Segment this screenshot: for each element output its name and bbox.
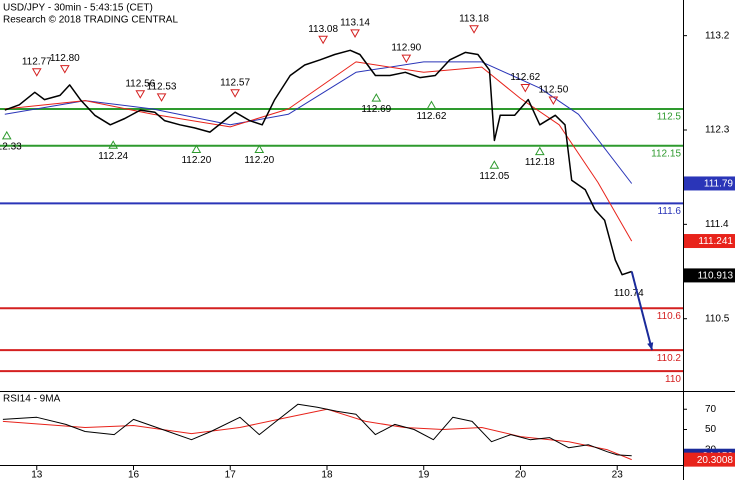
- x-tick-label: 16: [128, 470, 140, 480]
- high-label: 112.80: [50, 53, 80, 64]
- level-label: 112.5: [657, 112, 682, 123]
- high-marker: [401, 54, 412, 64]
- x-tick-label: 17: [225, 470, 237, 480]
- high-label: 113.18: [459, 13, 489, 24]
- high-label: 112.53: [147, 82, 177, 93]
- level-label: 110.2: [657, 353, 682, 364]
- high-marker: [230, 89, 240, 98]
- level-label: 111.6: [657, 206, 681, 217]
- forecast-arrow: [630, 271, 654, 351]
- chart-title: USD/JPY - 30min - 5:43:15 (CET): [3, 3, 153, 14]
- x-tick-label: 20: [515, 470, 527, 480]
- low-marker: [489, 160, 500, 169]
- rsi-title: RSI14 - 9MA: [3, 394, 61, 405]
- high-label: 112.90: [391, 43, 421, 54]
- chart-subtitle: Research © 2018 TRADING CENTRAL: [3, 15, 178, 26]
- low-label: 112.20: [181, 155, 211, 166]
- high-label: 113.08: [308, 24, 338, 35]
- high-label: 112.57: [220, 77, 250, 88]
- forecast-arrowhead: [647, 342, 654, 351]
- price-tag-label: 111.79: [704, 179, 734, 190]
- high-marker: [135, 90, 146, 99]
- low-label: 112.20: [244, 155, 274, 166]
- low-marker: [371, 93, 382, 102]
- low-label: 112.62: [417, 111, 447, 122]
- high-marker: [520, 83, 531, 93]
- low-marker: [426, 100, 437, 109]
- high-marker: [318, 35, 328, 45]
- low-label: 112.18: [525, 157, 555, 168]
- high-marker: [31, 68, 42, 77]
- y-tick-label: 110.5: [705, 313, 730, 324]
- high-marker: [469, 25, 479, 34]
- low-marker: [1, 130, 12, 140]
- x-tick-label: 18: [321, 470, 333, 480]
- high-label: 113.14: [340, 18, 370, 29]
- low-marker: [191, 144, 202, 153]
- rsi-line: [2, 403, 632, 457]
- price-line: [4, 49, 632, 276]
- high-marker: [59, 65, 70, 74]
- high-marker: [156, 93, 167, 102]
- x-tick-label: 23: [612, 470, 624, 480]
- high-marker: [350, 29, 360, 38]
- low-marker: [534, 146, 545, 156]
- low-label: 112.05: [479, 171, 509, 182]
- price-tag-label: 20.3008: [697, 455, 734, 466]
- low-label: 112.33: [0, 141, 22, 152]
- low-label: 112.69: [361, 104, 391, 115]
- y-tick-label: 70: [705, 404, 717, 415]
- high-marker: [548, 96, 559, 106]
- low-marker: [254, 144, 265, 153]
- y-tick-label: 112.3: [705, 125, 730, 136]
- y-tick-label: 111.4: [705, 219, 729, 230]
- high-label: 112.62: [510, 72, 540, 83]
- price-tag: [684, 452, 735, 467]
- low-marker: [108, 140, 119, 149]
- high-label: 112.77: [22, 56, 52, 67]
- price-tag-label: 111.241: [698, 236, 733, 247]
- level-label: 112.15: [651, 148, 681, 159]
- low-label: 110.74: [614, 288, 644, 299]
- price-tag: [684, 268, 735, 283]
- y-tick-label: 50: [705, 424, 717, 435]
- x-tick-label: 19: [418, 470, 430, 480]
- high-label: 112.56: [125, 78, 155, 89]
- price-tag: [684, 176, 735, 191]
- y-tick-label: 113.2: [705, 30, 730, 41]
- price-tag-label: 110.913: [698, 271, 734, 282]
- price-tag: [684, 234, 735, 249]
- x-tick-label: 13: [31, 470, 43, 480]
- low-label: 112.24: [98, 151, 128, 162]
- rsi-ma-line: [2, 408, 632, 461]
- level-label: 110: [665, 374, 681, 385]
- high-label: 112.50: [538, 85, 568, 96]
- level-label: 110.6: [657, 311, 682, 322]
